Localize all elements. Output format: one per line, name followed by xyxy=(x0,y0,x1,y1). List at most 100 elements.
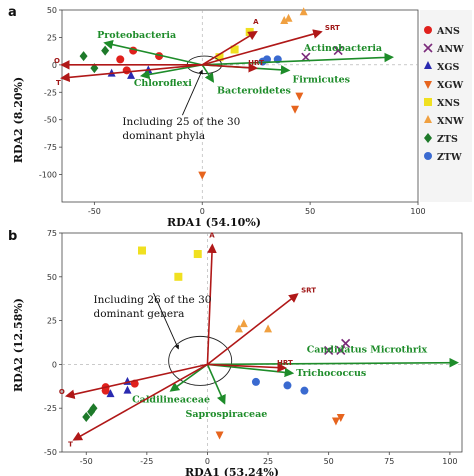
env-vector-label: O xyxy=(59,388,65,396)
x-tick-label: -50 xyxy=(80,457,93,466)
annotation-arrow xyxy=(182,69,203,116)
annotation-text: dominant phyla xyxy=(122,130,205,142)
env-vector xyxy=(206,243,217,365)
legend-label: XGS xyxy=(437,62,459,73)
y-tick-label: 0 xyxy=(52,61,57,70)
env-vector xyxy=(206,293,299,366)
y-tick-label: 75 xyxy=(47,229,57,238)
point-xns xyxy=(215,53,224,62)
point-anw xyxy=(341,338,351,348)
annotation-arrow xyxy=(153,292,179,350)
point-xgw xyxy=(291,105,300,114)
point-anw xyxy=(324,345,334,355)
env-vector-label: T xyxy=(68,441,73,449)
x-axis-title: RDA1 (54.10%) xyxy=(167,216,261,229)
legend-marker-xgw xyxy=(424,81,432,89)
y-axis-title: RDA2 (8.20%) xyxy=(12,77,25,163)
env-vector xyxy=(202,29,323,66)
point-zts xyxy=(82,411,91,422)
y-tick-label: -25 xyxy=(44,404,57,413)
legend-label: ANW xyxy=(436,44,464,55)
legend-marker-ztw xyxy=(424,152,432,160)
plot-frame xyxy=(61,232,463,453)
point-ztw xyxy=(283,381,292,390)
point-xnw xyxy=(280,15,289,24)
point-xns xyxy=(138,246,146,255)
env-vector xyxy=(72,363,208,441)
point-xgw xyxy=(331,417,340,426)
point-xnw xyxy=(299,7,308,16)
x-axis-title: RDA1 (53.24%) xyxy=(185,466,279,476)
point-ans xyxy=(122,66,131,75)
y-tick-label: 25 xyxy=(47,317,57,326)
legend-marker-ans xyxy=(424,26,432,34)
env-vector xyxy=(207,362,287,373)
point-xgs xyxy=(106,389,115,398)
legend-label: XGW xyxy=(437,80,463,91)
point-xns xyxy=(193,250,202,259)
y-tick-label: -100 xyxy=(39,171,57,180)
x-tick-label: 50 xyxy=(305,207,315,216)
taxon-vector-label: Trichococcus xyxy=(296,368,366,379)
point-zts xyxy=(79,51,88,62)
point-xgw xyxy=(215,431,224,440)
y-tick-label: -25 xyxy=(44,88,57,97)
taxon-vector-label: Firmicutes xyxy=(293,74,351,85)
env-vector xyxy=(202,62,259,73)
env-vector-label: HRT xyxy=(248,59,264,67)
legend-marker-xnw xyxy=(424,115,432,123)
legend-marker-xns xyxy=(424,98,432,106)
taxon-vector-label: Caldilineaceae xyxy=(132,395,210,406)
y-tick-label: 50 xyxy=(47,6,57,15)
legend-marker-xgs xyxy=(424,61,432,69)
taxon-vector xyxy=(202,52,395,66)
legend-label: XNS xyxy=(437,98,460,109)
legend-label: ANS xyxy=(436,26,460,37)
taxon-vector xyxy=(206,364,226,405)
env-vector xyxy=(201,30,258,66)
taxon-vector-label: Chloroflexi xyxy=(134,78,192,89)
env-vector-label: A xyxy=(253,18,259,26)
taxon-vector xyxy=(103,39,203,66)
point-ans xyxy=(116,55,125,64)
x-tick-label: -25 xyxy=(140,457,153,466)
env-vector-label: A xyxy=(209,231,215,239)
y-tick-label: -75 xyxy=(44,143,57,152)
annotation-text: Including 26 of the 30 xyxy=(94,294,212,306)
point-xgw xyxy=(198,171,207,180)
env-vector-label: T xyxy=(56,79,61,87)
y-tick-label: 50 xyxy=(47,273,57,282)
y-tick-label: 0 xyxy=(52,360,57,369)
annotation-text: Including 25 of the 30 xyxy=(122,116,240,128)
taxon-vector-label: Proteobacteria xyxy=(97,30,176,41)
y-tick-label: 25 xyxy=(47,33,57,42)
legend-label: XNW xyxy=(437,116,464,127)
taxon-vector-label: Bacteroidetes xyxy=(217,85,291,96)
point-xnw xyxy=(234,324,243,333)
taxon-vector-label: Actinobacteria xyxy=(303,43,382,54)
point-ztw xyxy=(300,386,309,395)
x-tick-label: 0 xyxy=(200,207,205,216)
y-tick-label: -50 xyxy=(44,448,57,457)
point-anw xyxy=(336,345,346,355)
env-vector xyxy=(64,363,208,399)
point-anw xyxy=(333,46,343,56)
taxon-vector-label: Saprospiraceae xyxy=(186,409,268,420)
env-vector-label: SRT xyxy=(325,24,340,32)
taxon-vector xyxy=(139,64,203,80)
panel-letter: b xyxy=(8,229,17,244)
x-tick-label: 100 xyxy=(442,457,457,466)
point-xgs xyxy=(127,70,136,79)
x-tick-label: 25 xyxy=(263,457,273,466)
env-vector-label: O xyxy=(54,57,60,65)
taxon-vector xyxy=(169,363,208,392)
point-xns xyxy=(230,45,239,54)
legend-marker-anw xyxy=(423,43,433,53)
env-vector-label: HRT xyxy=(277,359,293,367)
point-xnw xyxy=(239,319,248,328)
x-tick-label: 0 xyxy=(205,457,210,466)
point-xnw xyxy=(264,324,273,333)
annotation-text: dominant genera xyxy=(94,308,185,320)
taxon-vector xyxy=(207,357,460,368)
